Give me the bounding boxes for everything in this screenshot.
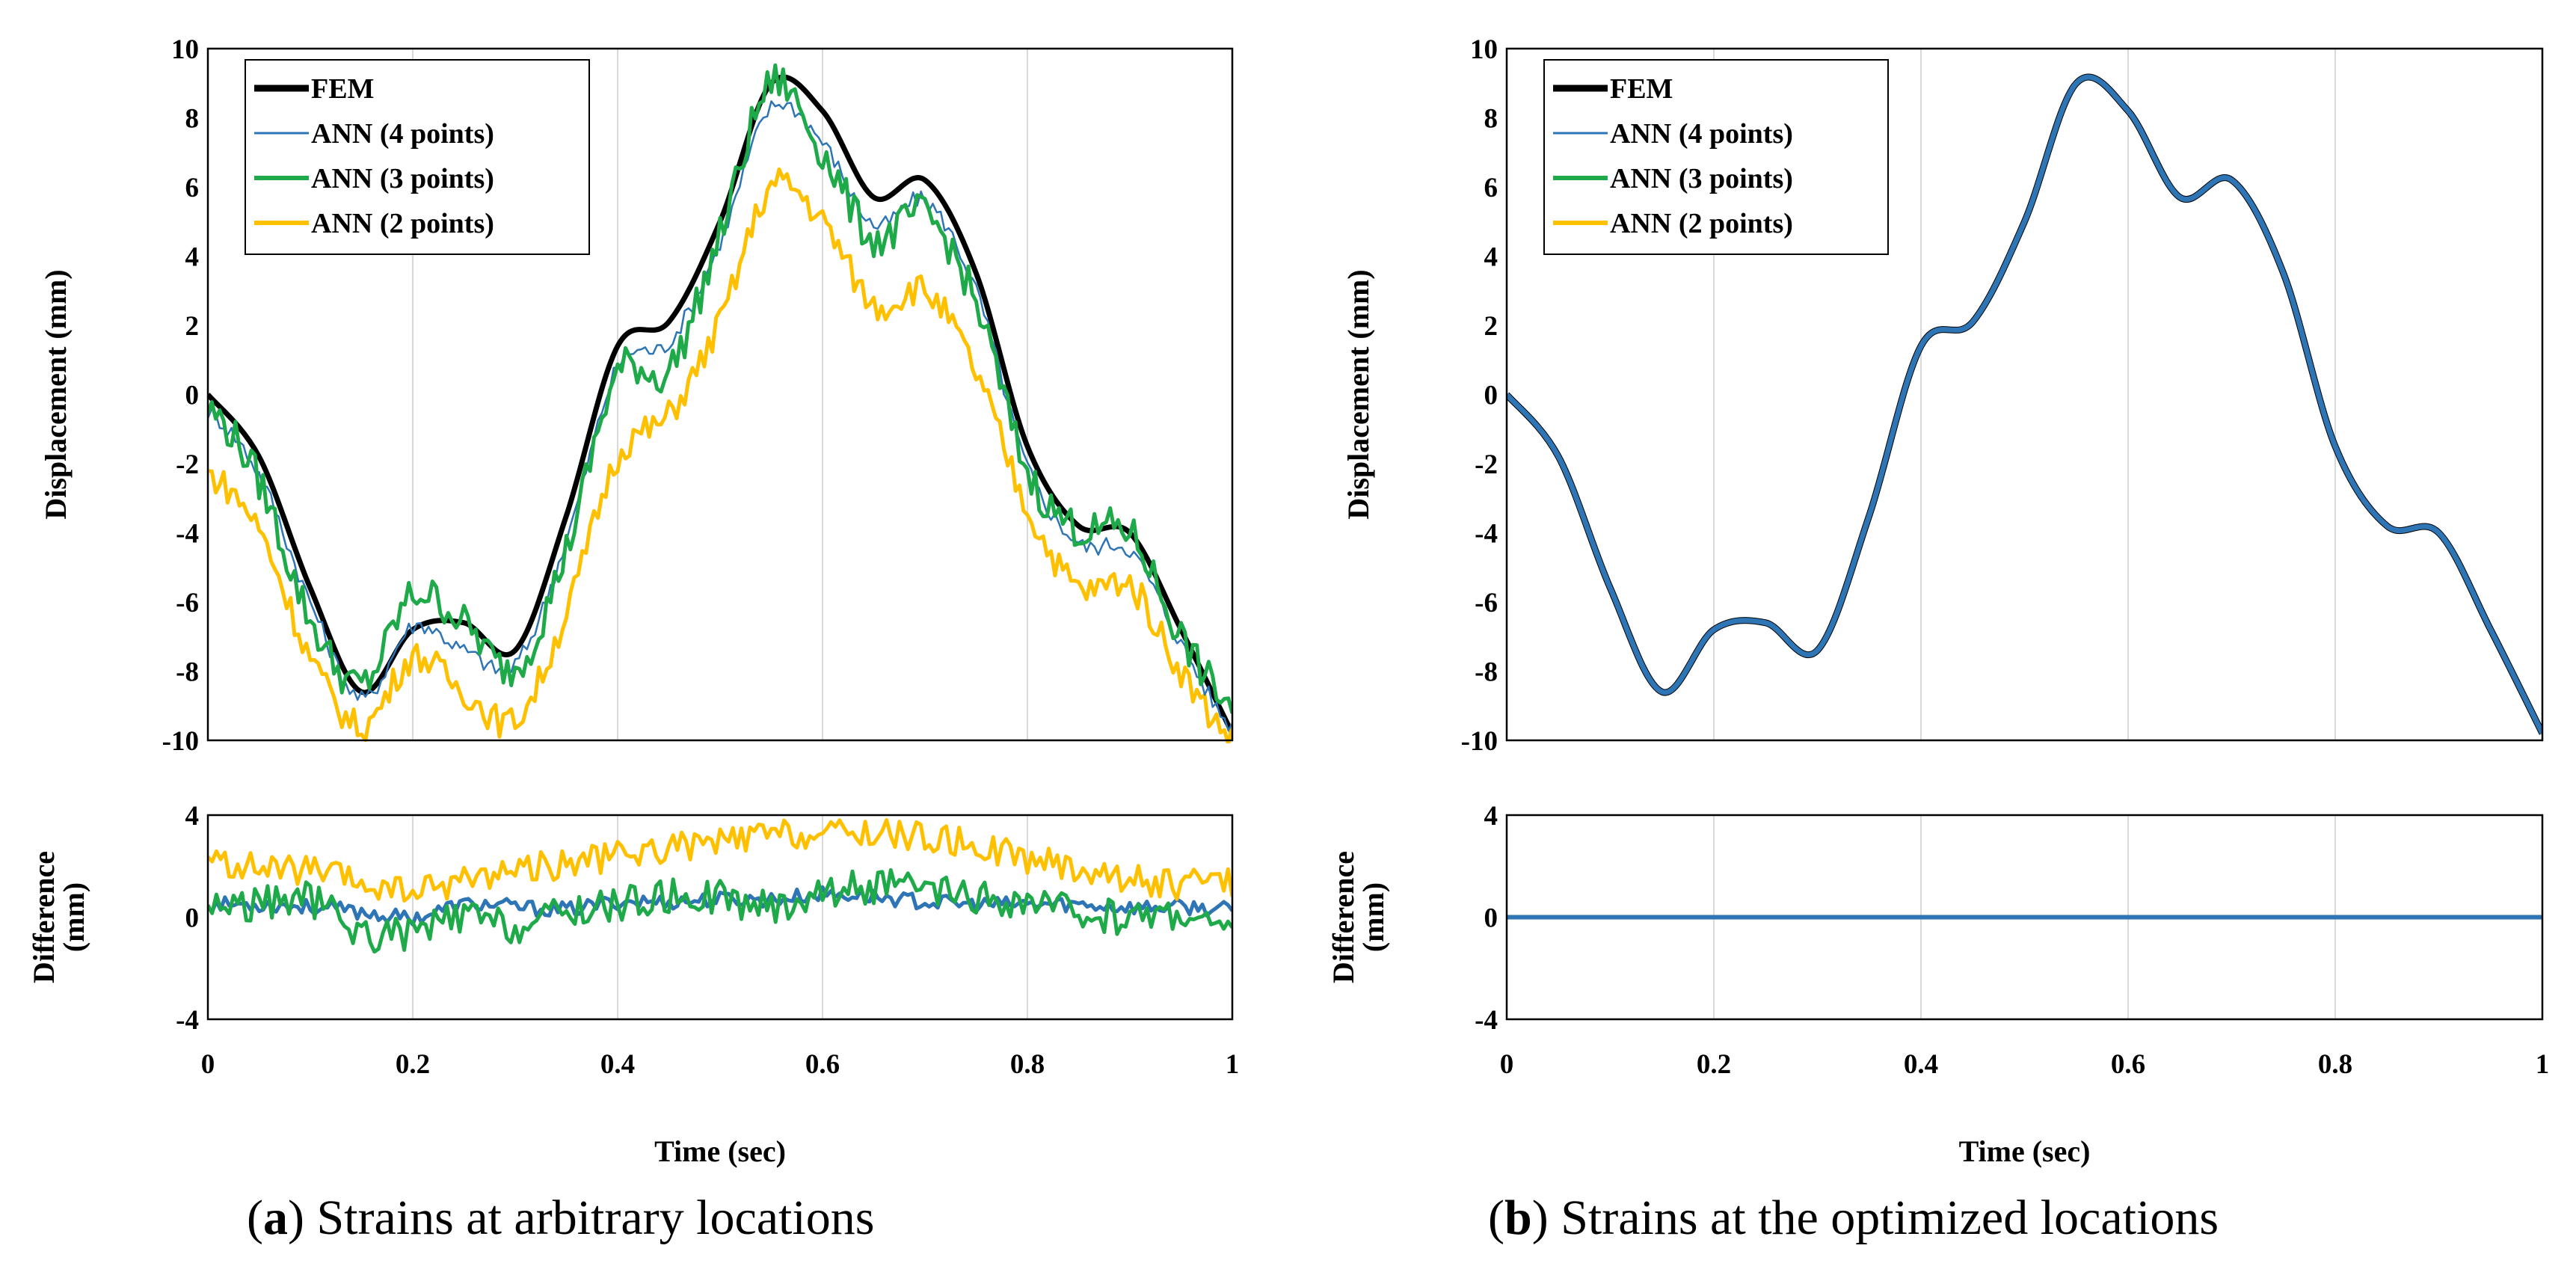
diff-y-tick-label: 4 <box>1484 801 1498 832</box>
x-tick-label: 1 <box>2536 1049 2550 1080</box>
caption-body: Strains at arbitrary locations <box>304 1191 874 1245</box>
y-tick-label: -2 <box>176 449 199 480</box>
y-tick-label: 6 <box>185 173 200 203</box>
y-tick-label: -4 <box>1475 519 1498 550</box>
diff-y-tick-label: -4 <box>1475 1005 1498 1036</box>
diff-y-tick-label: 4 <box>185 801 200 832</box>
y-tick-label: 2 <box>1484 311 1498 342</box>
x-tick-label: 0.6 <box>805 1049 840 1080</box>
x-axis-label: Time (sec) <box>654 1134 786 1168</box>
series-line-ann-3-points- <box>208 63 1232 714</box>
x-tick-label: 0.8 <box>2318 1049 2352 1080</box>
y-tick-label: 8 <box>185 104 200 135</box>
y-axis-label: Displacement (mm) <box>39 269 73 519</box>
x-tick-label: 0.4 <box>1904 1049 1938 1080</box>
diff-plot-border <box>1505 814 2544 1021</box>
series-line-ann-2-points- <box>208 167 1232 743</box>
y-tick-label: -8 <box>176 657 199 688</box>
diff-plot-border <box>206 814 1234 1021</box>
y-tick-label: -6 <box>176 588 199 618</box>
diff-y-tick-label: -4 <box>176 1005 199 1036</box>
legend-label: ANN (3 points) <box>311 163 494 194</box>
series-line-ann-4-points- <box>208 100 1232 731</box>
caption: (a) Strains at arbitrary locations <box>247 1191 874 1245</box>
legend-label: FEM <box>311 73 374 105</box>
x-axis-label: Time (sec) <box>1959 1134 2091 1168</box>
y-tick-label: 0 <box>185 381 200 411</box>
y-tick-label: -8 <box>1475 657 1498 688</box>
legend-label: ANN (3 points) <box>1610 163 1793 194</box>
y-tick-label: -4 <box>176 519 199 550</box>
legend-label: ANN (2 points) <box>311 208 494 239</box>
caption-letter: a <box>263 1191 288 1245</box>
y-tick-label: 10 <box>171 34 199 65</box>
legend: FEM ANN (4 points) ANN (3 points) ANN (2 po… <box>245 59 590 255</box>
y-tick-label: 8 <box>1484 104 1498 135</box>
y-tick-label: 10 <box>1470 34 1498 65</box>
diff-y-tick-label: 0 <box>185 903 200 934</box>
x-tick-label: 0.8 <box>1010 1049 1045 1080</box>
diff-line-ann-4-points- <box>208 885 1232 927</box>
x-tick-label: 0.2 <box>396 1049 430 1080</box>
diff-line-ann-3-points- <box>208 867 1232 954</box>
y-tick-label: -10 <box>1461 726 1498 757</box>
plot-border <box>1505 47 2544 742</box>
caption: (b) Strains at the optimized locations <box>1488 1191 2219 1245</box>
x-tick-label: 0 <box>1500 1049 1514 1080</box>
y-axis-label: Displacement (mm) <box>1341 269 1375 519</box>
x-tick-label: 0.2 <box>1697 1049 1731 1080</box>
diff-y-axis-label: Difference <box>27 851 61 983</box>
y-tick-label: 0 <box>1484 381 1498 411</box>
legend-label: FEM <box>1610 73 1673 105</box>
caption-letter: b <box>1504 1191 1532 1245</box>
x-tick-label: 1 <box>1226 1049 1240 1080</box>
series-line-ann-4-points- <box>1507 74 2542 735</box>
legend-label: ANN (4 points) <box>311 118 494 150</box>
y-tick-label: -2 <box>1475 449 1498 480</box>
plot-border <box>206 47 1234 742</box>
diff-line-ann-2-points- <box>208 818 1232 903</box>
x-tick-label: 0.6 <box>2111 1049 2145 1080</box>
y-tick-label: 4 <box>1484 242 1498 273</box>
y-tick-label: 2 <box>185 311 200 342</box>
x-tick-label: 0 <box>201 1049 215 1080</box>
legend-label: ANN (4 points) <box>1610 118 1793 150</box>
caption-open: ( <box>247 1191 263 1245</box>
x-tick-label: 0.4 <box>600 1049 635 1080</box>
y-tick-label: 6 <box>1484 173 1498 203</box>
legend: FEM ANN (4 points) ANN (3 points) ANN (2 po… <box>1543 59 1889 255</box>
y-tick-label: 4 <box>185 242 200 273</box>
legend-label: ANN (2 points) <box>1610 208 1793 239</box>
caption-close: ) <box>288 1191 304 1245</box>
diff-y-tick-label: 0 <box>1484 903 1498 934</box>
diff-y-axis-label: Difference <box>1327 851 1360 983</box>
diff-y-axis-label-unit: (mm) <box>57 882 90 952</box>
y-tick-label: -6 <box>1475 588 1498 618</box>
caption-open: ( <box>1488 1191 1504 1245</box>
diff-y-axis-label-unit: (mm) <box>1356 882 1390 952</box>
caption-body: Strains at the optimized locations <box>1549 1191 2219 1245</box>
caption-close: ) <box>1532 1191 1549 1245</box>
y-tick-label: -10 <box>162 726 199 757</box>
